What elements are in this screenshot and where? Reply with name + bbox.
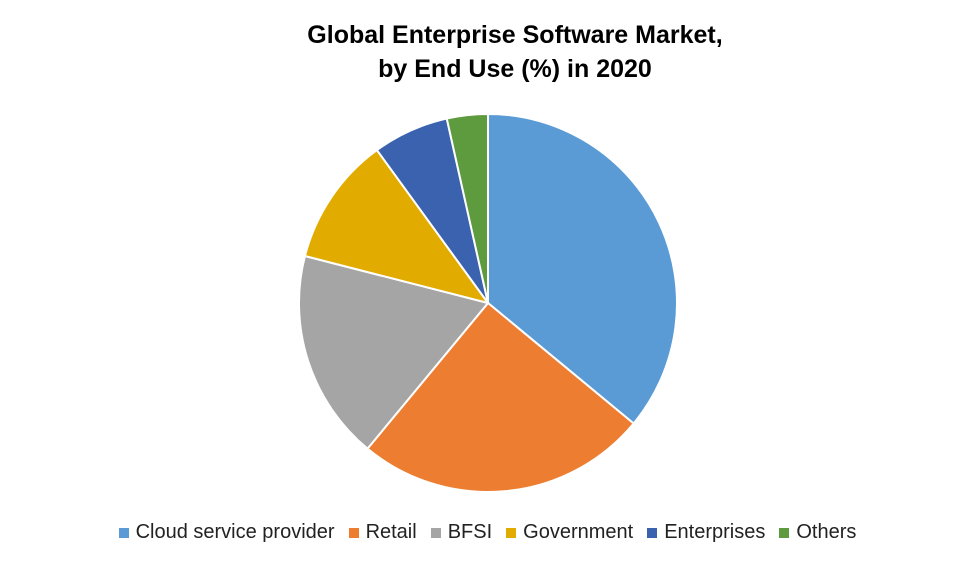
legend-label-enterprises: Enterprises [664,521,766,543]
legend-swatch-government [506,527,517,538]
legend-label-others: Others [796,521,857,543]
legend-item-enterprises: Enterprises [647,521,765,544]
pie-slice-bfsi [298,255,489,450]
chart-title-line-2: by End Use (%) in 2020 [378,55,652,83]
chart-legend: Cloud service provider Retail BFSI Governme… [0,521,975,544]
legend-item-cloud-service-provider: Cloud service provider [118,521,335,544]
legend-swatch-others [779,527,790,538]
chart-title-line-1: Global Enterprise Software Market, [307,21,723,49]
legend-item-government: Government [506,521,633,544]
legend-item-bfsi: BFSI [430,521,493,544]
pie-slice-retail [366,302,635,493]
legend-swatch-bfsi [430,527,441,538]
legend-swatch-retail [348,527,359,538]
legend-label-cloud-service-provider: Cloud service provider [135,521,335,543]
legend-label-government: Government [523,521,634,543]
legend-item-retail: Retail [348,521,417,544]
chart-title: Global Enterprise Software Market, by En… [0,18,975,86]
pie-slice-others [445,113,489,304]
legend-label-retail: Retail [365,521,417,543]
legend-item-others: Others [779,521,856,544]
legend-swatch-cloud-service-provider [118,527,129,538]
legend-label-bfsi: BFSI [447,521,493,543]
pie-slice-cloud-service-provider [487,113,678,425]
pie-slice-government [303,149,489,304]
legend-swatch-enterprises [647,527,658,538]
